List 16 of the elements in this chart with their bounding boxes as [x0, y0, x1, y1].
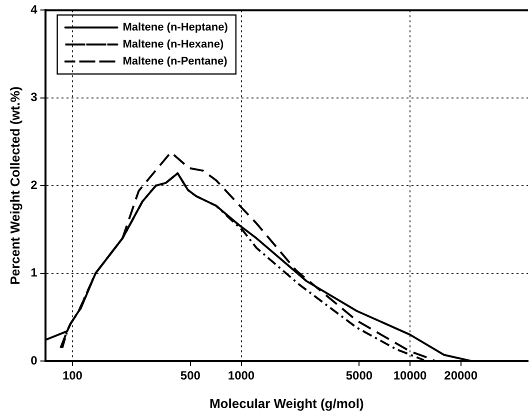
y-tick-label: 2	[30, 178, 38, 192]
legend-label: Maltene (n-Heptane)	[122, 22, 228, 34]
y-tick-label: 1	[30, 266, 38, 280]
x-tick-label: 20000	[444, 368, 478, 383]
y-tick-label: 0	[30, 353, 38, 368]
x-tick-label: 10000	[393, 368, 428, 383]
y-tick-label: 3	[30, 90, 38, 104]
legend-label: Maltene (n-Hexane)	[122, 38, 224, 51]
y-axis-title: Percent Weight Collected (wt.%)	[7, 86, 22, 285]
x-axis-title: Molecular Weight (g/mol)	[209, 396, 364, 411]
y-tick-label: 4	[30, 2, 38, 17]
x-tick-label: 5000	[346, 368, 373, 383]
x-tick-label: 1000	[228, 368, 255, 383]
x-tick-label: 100	[62, 368, 83, 383]
legend-label: Maltene (n-Pentane)	[122, 56, 228, 68]
x-tick-label: 500	[180, 368, 201, 383]
